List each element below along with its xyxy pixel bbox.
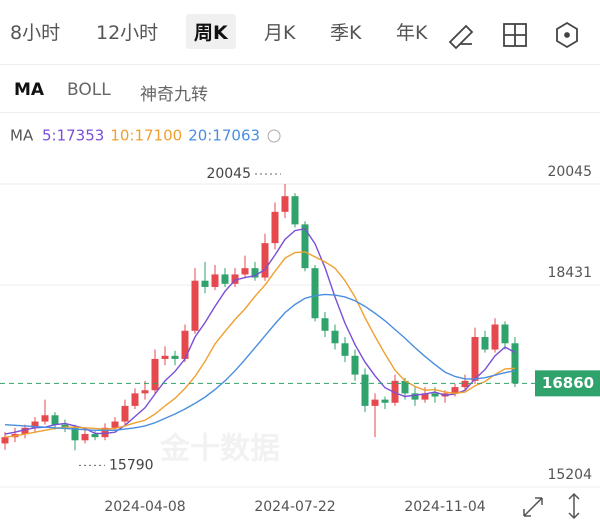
x-tick-label: 2024-11-04 (404, 499, 485, 515)
candle-body (461, 380, 469, 388)
candle-body (361, 374, 369, 406)
candle-body (71, 427, 79, 441)
candle-body (341, 343, 349, 356)
last-price-label: 16860 (542, 374, 594, 392)
last-price-tag (535, 370, 600, 397)
candle-body (111, 421, 119, 428)
period-tab[interactable]: 8小时 (10, 22, 61, 44)
ma-line (4, 293, 516, 431)
ma-legend-entry: 20:17063 (188, 127, 260, 145)
x-tick-label: 2024-04-08 (104, 499, 185, 515)
candle-body (271, 211, 279, 244)
legend-settings-icon (267, 129, 281, 143)
divider (0, 64, 600, 65)
candle-body (161, 355, 169, 359)
candle-body (221, 274, 229, 284)
candle-body (201, 280, 209, 287)
ma-legend-title: MA (10, 127, 34, 145)
grid-icon-lines (504, 24, 526, 46)
y-tick-label: 15204 (547, 467, 592, 483)
candle-body (191, 280, 199, 331)
candle-body (1, 437, 9, 444)
ma-line (4, 251, 516, 438)
high-label: 20045 (206, 166, 251, 182)
candle-body (261, 243, 269, 278)
candle-body (91, 434, 99, 438)
candle-body (21, 427, 29, 435)
period-tab[interactable]: 12小时 (96, 22, 159, 44)
candle-body (511, 343, 519, 384)
indicator-tab[interactable]: BOLL (67, 80, 111, 100)
ma-line (4, 227, 516, 435)
candle-body (121, 405, 129, 422)
divider (0, 112, 600, 113)
ma-legend-entry: 10:17100 (110, 127, 182, 145)
candle-body (491, 324, 499, 350)
ma-legend-entry: 5:17353 (42, 127, 104, 145)
indicator-tab[interactable]: 神奇九转 (140, 85, 208, 105)
candle-body (31, 421, 39, 428)
candle-body (41, 415, 49, 422)
zoom-icons[interactable] (523, 492, 580, 520)
candle-body (81, 434, 89, 441)
period-tab[interactable]: 年K (396, 22, 428, 44)
candle-body (101, 427, 109, 438)
candle-body (211, 274, 219, 287)
candle-body (501, 324, 509, 344)
candle-body (141, 390, 149, 394)
y-tick-label: 20045 (547, 164, 592, 180)
candle-body (351, 355, 359, 375)
candle-body (61, 424, 69, 428)
draw-icon[interactable] (448, 24, 474, 50)
candle-body (471, 337, 479, 381)
candle-body (181, 330, 189, 359)
indicator-tab[interactable]: MA (14, 80, 45, 100)
settings-dot (564, 32, 570, 38)
candle-body (321, 318, 329, 331)
candle-body (281, 196, 289, 212)
candle-body (371, 399, 379, 406)
period-tab[interactable]: 月K (264, 22, 296, 44)
low-label: 15790 (109, 457, 154, 473)
candle-body (291, 196, 299, 225)
settings-icon[interactable] (556, 21, 578, 49)
candle-body (431, 393, 439, 397)
candle-body (251, 268, 259, 278)
period-tab[interactable]: 周K (186, 14, 236, 49)
candle-body (451, 387, 459, 394)
candle-body (131, 393, 139, 406)
candle-body (151, 358, 159, 391)
candle-body (481, 337, 489, 350)
candle-body (401, 380, 409, 394)
toolbar-icons (448, 21, 578, 50)
candle-body (301, 224, 309, 269)
candle-body (171, 355, 179, 359)
candle-body (411, 393, 419, 400)
candle-body (51, 415, 59, 425)
candle-body (391, 380, 399, 403)
x-tick-label: 2024-07-22 (254, 499, 335, 515)
period-tab[interactable]: 季K (330, 22, 362, 44)
candle-body (311, 268, 319, 319)
watermark: 金十数据 (159, 432, 280, 467)
y-tick-label: 18431 (547, 265, 592, 281)
candle-body (331, 330, 339, 344)
candle-body (421, 393, 429, 400)
candle-body (241, 268, 249, 275)
candle-body (231, 274, 239, 284)
candle-body (381, 399, 389, 403)
